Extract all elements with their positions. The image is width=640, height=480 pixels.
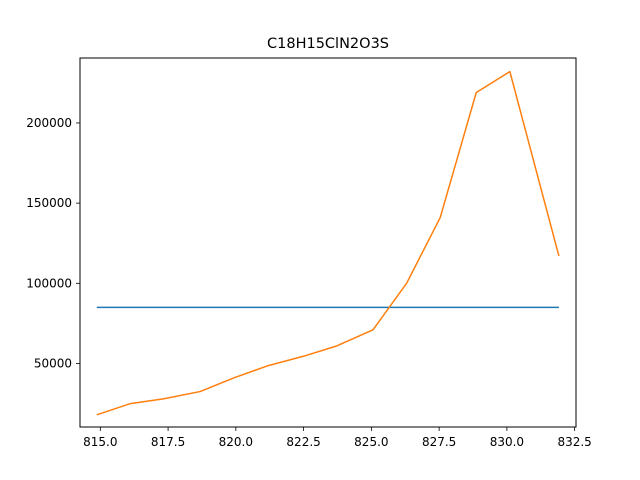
x-tick-label: 832.5 xyxy=(557,435,591,449)
series-line-2 xyxy=(96,70,560,416)
x-tick-label: 815.0 xyxy=(83,435,117,449)
x-tick-label: 830.0 xyxy=(490,435,524,449)
y-axis: 50000 100000 150000 200000 xyxy=(26,116,80,370)
x-tick-label: 817.5 xyxy=(151,435,185,449)
x-tick-label: 820.0 xyxy=(219,435,253,449)
x-tick-label: 822.5 xyxy=(286,435,320,449)
plot-frame xyxy=(79,57,577,428)
x-tick-label: 825.0 xyxy=(354,435,388,449)
y-tick-label: 100000 xyxy=(26,276,72,290)
y-tick-label: 50000 xyxy=(34,356,72,370)
plot-area xyxy=(96,70,560,416)
x-tick-label: 827.5 xyxy=(422,435,456,449)
y-tick-label: 150000 xyxy=(26,196,72,210)
x-axis: 815.0 817.5 820.0 822.5 825.0 827.5 830.0 832.5 xyxy=(83,427,592,449)
chart-title: C18H15ClN2O3S xyxy=(267,36,389,52)
y-tick-label: 200000 xyxy=(26,116,72,130)
